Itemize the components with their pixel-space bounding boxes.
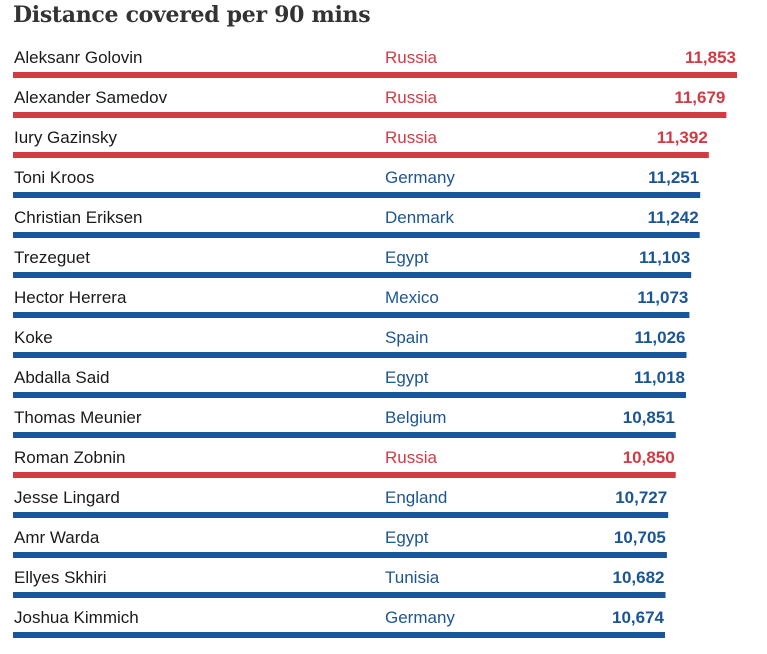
value-label: 11,103 — [639, 248, 690, 267]
country-label: Mexico — [385, 288, 439, 307]
table-row: Joshua Kimmich Germany 10,674 — [13, 608, 665, 638]
country-label: Belgium — [385, 408, 446, 427]
country-label: England — [385, 488, 447, 507]
player-label: Toni Kroos — [14, 168, 94, 187]
player-label: Iury Gazinsky — [14, 128, 117, 147]
value-label: 10,850 — [623, 448, 675, 467]
player-label: Abdalla Said — [14, 368, 109, 387]
bar — [13, 632, 665, 638]
country-label: Spain — [385, 328, 428, 347]
player-label: Thomas Meunier — [14, 408, 142, 427]
value-label: 11,392 — [657, 128, 708, 147]
value-label: 11,853 — [685, 48, 736, 67]
player-label: Ellyes Skhiri — [14, 568, 107, 587]
bar — [13, 192, 701, 198]
country-label: Tunisia — [385, 568, 440, 587]
bar — [13, 72, 737, 78]
value-label: 10,727 — [615, 488, 667, 507]
player-label: Trezeguet — [14, 248, 90, 267]
table-row: Trezeguet Egypt 11,103 — [13, 248, 692, 278]
value-label: 10,851 — [623, 408, 675, 427]
table-row: Aleksanr Golovin Russia 11,853 — [13, 48, 737, 78]
country-label: Russia — [385, 88, 438, 107]
bar — [13, 592, 666, 598]
value-label: 10,705 — [614, 528, 666, 547]
table-row: Christian Eriksen Denmark 11,242 — [13, 208, 700, 238]
player-label: Alexander Samedov — [14, 88, 168, 107]
player-label: Aleksanr Golovin — [14, 48, 143, 67]
value-label: 11,242 — [648, 208, 699, 227]
bar — [13, 352, 687, 358]
bar — [13, 392, 686, 398]
country-label: Denmark — [385, 208, 454, 227]
player-label: Joshua Kimmich — [14, 608, 139, 627]
bar — [13, 512, 669, 518]
country-label: Russia — [385, 128, 438, 147]
value-label: 11,679 — [674, 88, 725, 107]
country-label: Russia — [385, 48, 438, 67]
bar — [13, 552, 667, 558]
table-row: Thomas Meunier Belgium 10,851 — [13, 408, 676, 438]
chart-title: Distance covered per 90 mins — [13, 2, 371, 28]
bar — [13, 472, 676, 478]
table-row: Roman Zobnin Russia 10,850 — [13, 448, 676, 478]
value-label: 11,251 — [648, 168, 699, 187]
player-label: Jesse Lingard — [14, 488, 120, 507]
table-row: Iury Gazinsky Russia 11,392 — [13, 128, 709, 158]
table-row: Abdalla Said Egypt 11,018 — [13, 368, 686, 398]
value-label: 11,026 — [634, 328, 685, 347]
value-label: 11,018 — [634, 368, 685, 387]
player-label: Amr Warda — [14, 528, 100, 547]
table-row: Koke Spain 11,026 — [13, 328, 687, 358]
country-label: Germany — [385, 608, 455, 627]
bar — [13, 312, 690, 318]
table-row: Amr Warda Egypt 10,705 — [13, 528, 667, 558]
player-label: Hector Herrera — [14, 288, 127, 307]
table-row: Ellyes Skhiri Tunisia 10,682 — [13, 568, 666, 598]
bar — [13, 152, 709, 158]
player-label: Roman Zobnin — [14, 448, 126, 467]
country-label: Egypt — [385, 248, 429, 267]
value-label: 10,682 — [613, 568, 665, 587]
player-label: Christian Eriksen — [14, 208, 143, 227]
bar — [13, 112, 727, 118]
country-label: Egypt — [385, 368, 429, 387]
bar — [13, 432, 676, 438]
table-row: Toni Kroos Germany 11,251 — [13, 168, 701, 198]
country-label: Russia — [385, 448, 438, 467]
value-label: 10,674 — [612, 608, 665, 627]
bar — [13, 232, 700, 238]
table-row: Hector Herrera Mexico 11,073 — [13, 288, 690, 318]
value-label: 11,073 — [637, 288, 688, 307]
bar — [13, 272, 692, 278]
country-label: Egypt — [385, 528, 429, 547]
table-row: Alexander Samedov Russia 11,679 — [13, 88, 727, 118]
country-label: Germany — [385, 168, 455, 187]
table-row: Jesse Lingard England 10,727 — [13, 488, 669, 518]
player-label: Koke — [14, 328, 53, 347]
